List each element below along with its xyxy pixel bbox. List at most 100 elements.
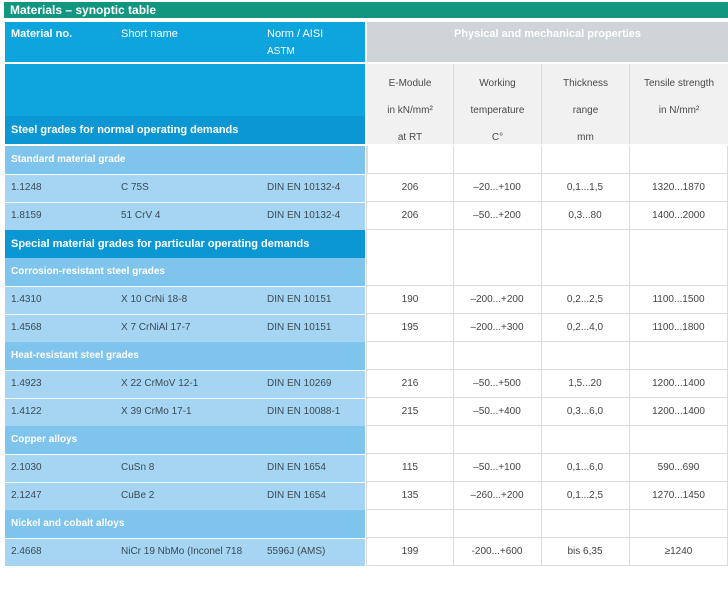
e-module: 115	[402, 462, 418, 473]
thickness: bis 6,35	[567, 546, 603, 557]
major-heading: Special material grades for particular o…	[5, 230, 365, 258]
working-temp: –50...+400	[473, 406, 521, 417]
col-divider	[541, 146, 542, 566]
norm: 5596J (AMS)	[267, 546, 326, 557]
row-divider	[366, 341, 728, 342]
row-divider	[5, 370, 365, 371]
row-left: 2.1030 CuSn 8 DIN EN 1654	[5, 454, 365, 482]
row-left: 2.1247 CuBe 2 DIN EN 1654	[5, 482, 365, 510]
table-row: 1.4923 X 22 CrMoV 12-1 DIN EN 10269 216 …	[5, 370, 728, 398]
section-heading-row: Heat-resistant steel grades	[5, 342, 728, 370]
tensile: 1200...1400	[652, 378, 705, 389]
section-heading-row: Copper alloys	[5, 426, 728, 454]
row-divider	[366, 425, 728, 426]
norm: DIN EN 10132-4	[267, 210, 341, 221]
short-name: X 22 CrMoV 12-1	[121, 378, 199, 389]
norm: DIN EN 10151	[267, 294, 332, 305]
section-heading-row: Corrosion-resistant steel grades	[5, 258, 728, 286]
row-left: 1.1248 C 75S DIN EN 10132-4	[5, 174, 365, 202]
section-heading: Nickel and cobalt alloys	[5, 510, 365, 538]
working-temp: –50...+200	[473, 210, 521, 221]
table-row: 1.4310 X 10 CrNi 18-8 DIN EN 10151 190 –…	[5, 286, 728, 314]
table-row: 2.1247 CuBe 2 DIN EN 1654 135 –260...+20…	[5, 482, 728, 510]
tensile: 1270...1450	[652, 490, 705, 501]
row-divider	[366, 453, 728, 454]
norm: DIN EN 10132-4	[267, 182, 341, 193]
table-row: 1.8159 51 CrV 4 DIN EN 10132-4 206 –50..…	[5, 202, 728, 230]
section-heading-text: Corrosion-resistant steel grades	[11, 266, 165, 277]
short-name: X 7 CrNiAl 17-7	[121, 322, 191, 333]
material-no: 2.1247	[11, 490, 42, 501]
tensile: 590...690	[657, 462, 700, 473]
major-heading-text: Special material grades for particular o…	[11, 238, 310, 250]
section-heading-text: Heat-resistant steel grades	[11, 350, 139, 361]
material-no: 2.4668	[11, 546, 42, 557]
page-title: Materials – synoptic table	[4, 2, 728, 18]
thickness: 0,1...6,0	[566, 462, 604, 473]
short-name: CuSn 8	[121, 462, 155, 473]
working-temp: –200...+200	[470, 294, 524, 305]
section-heading-text: Standard material grade	[11, 154, 126, 165]
norm: DIN EN 10151	[267, 322, 332, 333]
e-module: 206	[401, 182, 419, 193]
section-heading-text: Copper alloys	[11, 434, 78, 445]
col-divider	[453, 146, 454, 566]
working-temp: –200...+300	[470, 322, 524, 333]
row-divider	[5, 538, 365, 539]
row-divider	[5, 454, 365, 455]
major-heading-row: Special material grades for particular o…	[5, 230, 728, 258]
section-heading-row: Nickel and cobalt alloys	[5, 510, 728, 538]
thickness: 0,2...2,5	[566, 294, 604, 305]
short-name: C 75S	[121, 182, 149, 193]
tensile: 1320...1870	[652, 182, 705, 193]
row-divider	[366, 229, 728, 230]
section-heading: Copper alloys	[5, 426, 365, 454]
section-heading: Heat-resistant steel grades	[5, 342, 365, 370]
short-name: CuBe 2	[121, 490, 155, 501]
header-short-name: Short name	[121, 28, 178, 40]
working-temp: –50...+100	[473, 462, 521, 473]
header-material-no: Material no.	[11, 28, 73, 40]
col-emodule-l2: in kN/mm²	[387, 105, 433, 116]
row-divider	[366, 369, 728, 370]
table-header-row: Material no. Short name Norm / AISI ASTM…	[5, 22, 728, 62]
material-no: 1.4310	[11, 294, 42, 305]
col-tensile-l2: in N/mm²	[658, 105, 700, 116]
e-module: 199	[401, 546, 419, 557]
material-no: 1.4122	[11, 406, 42, 417]
norm: DIN EN 1654	[267, 462, 326, 473]
row-left: 1.4923 X 22 CrMoV 12-1 DIN EN 10269	[5, 370, 365, 398]
col-tensile-l1: Tensile strength	[643, 78, 715, 89]
working-temp: -200...+600	[471, 546, 523, 557]
material-no: 1.4923	[11, 378, 42, 389]
e-module: 135	[401, 490, 419, 501]
row-divider	[5, 174, 365, 175]
col-divider	[366, 146, 367, 566]
e-module: 216	[401, 378, 419, 389]
thickness: 0,3...6,0	[566, 406, 604, 417]
row-divider	[366, 285, 728, 286]
thickness: 0,2...4,0	[566, 322, 604, 333]
thickness: 0,1...2,5	[566, 490, 604, 501]
norm: DIN EN 10088-1	[267, 406, 341, 417]
norm: DIN EN 10269	[267, 378, 332, 389]
row-divider	[5, 482, 365, 483]
table-row: 1.1248 C 75S DIN EN 10132-4 206 –20...+1…	[5, 174, 728, 202]
row-divider	[5, 398, 365, 399]
col-thickness-l2: range	[572, 105, 599, 116]
table-row: 2.1030 CuSn 8 DIN EN 1654 115 –50...+100…	[5, 454, 728, 482]
material-no: 1.1248	[11, 182, 42, 193]
col-thickness: Thickness range mm	[541, 64, 629, 144]
short-name: X 10 CrNi 18-8	[121, 294, 188, 305]
col-tensile: Tensile strength in N/mm²	[629, 64, 728, 144]
row-divider	[366, 173, 728, 174]
row-divider	[366, 509, 728, 510]
header-steel-normal: Steel grades for normal operating demand…	[11, 124, 239, 136]
row-divider	[5, 314, 365, 315]
col-working-l3: C°	[491, 132, 504, 143]
table-row: 1.4122 X 39 CrMo 17-1 DIN EN 10088-1 215…	[5, 398, 728, 426]
short-name: NiCr 19 NbMo (Inconel 718	[121, 546, 243, 557]
section-heading: Corrosion-resistant steel grades	[5, 258, 365, 286]
row-divider	[366, 537, 728, 538]
header-steel-normal-wrap: Steel grades for normal operating demand…	[5, 116, 365, 144]
